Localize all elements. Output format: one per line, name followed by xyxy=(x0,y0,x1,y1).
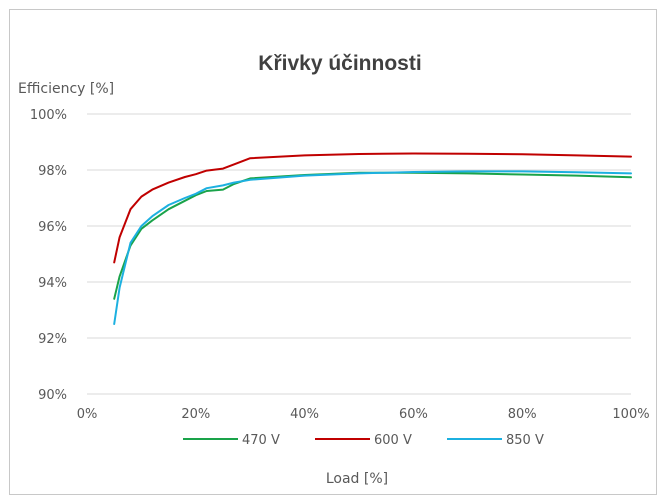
legend-item: 600 V xyxy=(315,433,412,448)
y-tick-label: 100% xyxy=(30,108,67,123)
series-line xyxy=(113,152,632,264)
x-tick-label: 100% xyxy=(612,407,649,422)
y-axis-ticks: 90% 92% 94% 96% 98% 100% xyxy=(30,108,67,403)
series-line xyxy=(113,170,632,325)
legend-label: 850 V xyxy=(506,433,544,448)
legend-item: 470 V xyxy=(183,433,280,448)
y-tick-label: 94% xyxy=(38,276,67,291)
series-lines xyxy=(113,152,632,325)
legend-item: 850 V xyxy=(447,433,544,448)
legend-label: 470 V xyxy=(242,433,280,448)
y-axis-title: Efficiency [%] xyxy=(18,81,114,97)
x-tick-label: 0% xyxy=(77,407,98,422)
y-tick-label: 92% xyxy=(38,332,67,347)
legend-label: 600 V xyxy=(374,433,412,448)
x-tick-label: 80% xyxy=(508,407,537,422)
x-tick-label: 20% xyxy=(181,407,210,422)
x-tick-label: 40% xyxy=(290,407,319,422)
chart-title: Křivky účinnosti xyxy=(258,52,421,75)
series-line xyxy=(113,171,632,300)
x-axis-title: Load [%] xyxy=(326,471,388,487)
y-tick-label: 98% xyxy=(38,164,67,179)
y-tick-label: 90% xyxy=(38,388,67,403)
legend: 470 V 600 V 850 V xyxy=(183,433,544,448)
y-tick-label: 96% xyxy=(38,220,67,235)
x-axis-ticks: 0% 20% 40% 60% 80% 100% xyxy=(77,407,650,422)
x-tick-label: 60% xyxy=(399,407,428,422)
gridlines xyxy=(87,113,631,395)
